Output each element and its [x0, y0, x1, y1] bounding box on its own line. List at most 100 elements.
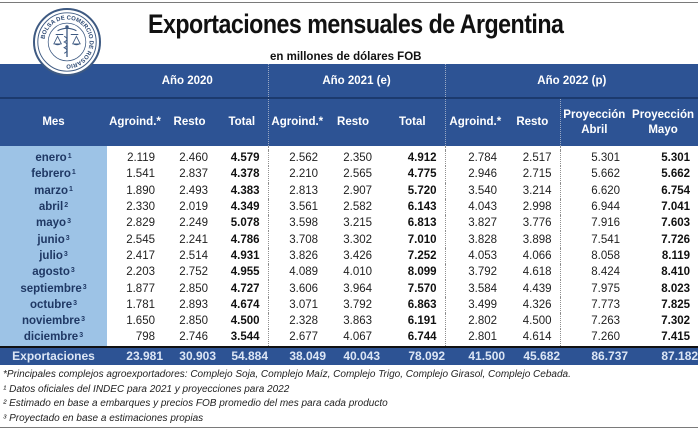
cell-2021-total: 6.863 — [407, 298, 437, 311]
month-footnote-mark: 3 — [82, 283, 87, 291]
table-body: enero1 2.119 2.460 4.579 2.562 2.350 4.912 2.78… — [0, 146, 698, 347]
cell-2020-total: 4.786 — [230, 233, 260, 246]
month-cell: septiembre3 — [0, 280, 107, 297]
cell-2022-resto: 4.439 — [522, 282, 552, 295]
cell-2021-agroind: 3.708 — [267, 231, 327, 248]
cell-2022-resto: 3.214 — [522, 184, 552, 197]
cell-2020-resto: 2.019 — [179, 201, 208, 214]
footnote-text: Datos oficiales del INDEC para 2021 y pr… — [6, 383, 290, 395]
cell-2022-proy-abril: 8.058 — [559, 247, 629, 265]
month-label: diciembre — [23, 331, 79, 344]
table-row: marzo1 1.890 2.493 4.383 2.813 2.907 5.720 3.54… — [0, 182, 698, 199]
cell-2020-total: 5.078 — [230, 217, 260, 230]
footnote-mark: * — [3, 369, 7, 380]
cell-2022-proy-abril: 6.620 — [559, 182, 629, 199]
cell-2022-proy-mayo: 7.726 — [661, 233, 691, 246]
cell-2021-total: 4.912 — [407, 152, 437, 165]
cell-2022-agroind: 3.540 — [444, 182, 506, 199]
total-2022-proy-abril: 86.737 — [560, 345, 629, 365]
cell-2021-total: 4.775 — [407, 168, 437, 181]
cell-2021-total: 6.143 — [407, 201, 437, 214]
cell-2020-agroind: 1.877 — [126, 282, 155, 295]
cell-2021-resto: 3.302 — [343, 233, 373, 246]
col-header-2021-agroind: Agroind.* — [267, 98, 327, 146]
footnote-text: Principales complejos agroexportadores: … — [6, 369, 571, 380]
total-2022-proy-mayo: 87.182 — [628, 345, 698, 365]
cell-2020-total: 4.931 — [230, 249, 260, 262]
cell-2022-resto: 4.614 — [522, 331, 552, 344]
month-label: junio — [37, 233, 65, 246]
totals-label: Exportaciones — [0, 345, 107, 365]
year-group-header-row: Año 2020 Año 2021 (e) Año 2022 (p) — [0, 64, 698, 99]
total-2021-agroind: 38.049 — [268, 345, 327, 365]
page-title: Exportaciones mensuales de Argentina — [148, 9, 564, 39]
cell-2022-proy-abril: 7.916 — [559, 215, 629, 232]
cell-2020-resto: 2.752 — [179, 266, 208, 279]
cell-2022-proy-mayo: 8.410 — [661, 266, 691, 279]
cell-2020-agroind: 1.781 — [126, 298, 155, 311]
cell-2022-resto: 3.898 — [522, 233, 552, 246]
spacer-row — [0, 146, 698, 150]
col-header-2020-total: Total — [216, 98, 269, 146]
cell-2022-resto: 3.776 — [522, 217, 552, 230]
cell-2020-agroind: 2.829 — [126, 217, 155, 230]
cell-2020-agroind: 1.890 — [126, 184, 155, 197]
col-header-proy-mayo-line1: Proyección — [632, 108, 695, 121]
col-header-2022-proy-abril: Proyección Abril — [559, 98, 629, 146]
cell-2021-resto: 3.792 — [343, 298, 373, 311]
year-2021-header: Año 2021 (e) — [267, 64, 446, 99]
cell-2020-agroind: 2.545 — [126, 233, 155, 246]
cell-2022-agroind: 3.499 — [444, 296, 506, 313]
footnote-1: ¹ Datos oficiales del INDEC para 2021 y … — [3, 383, 571, 398]
month-label: julio — [39, 249, 63, 262]
cell-2021-agroind: 2.813 — [267, 182, 327, 199]
page-subtitle: en millones de dólares FOB — [270, 51, 422, 63]
cell-2022-proy-mayo: 5.662 — [661, 168, 691, 181]
month-footnote-mark: 3 — [65, 234, 70, 242]
total-2021-total: 78.092 — [380, 345, 446, 365]
footnote-2: ² Estimado en base a embarques y precios… — [3, 397, 571, 412]
cell-2020-resto: 2.249 — [179, 217, 208, 230]
cell-2022-resto: 4.500 — [522, 315, 552, 328]
col-header-2020-resto: Resto — [163, 98, 216, 146]
total-2021-resto: 40.043 — [326, 345, 381, 365]
total-2022-agroind: 41.500 — [445, 345, 506, 365]
cell-2022-proy-abril: 7.260 — [559, 329, 629, 347]
cell-2022-agroind: 3.827 — [444, 215, 506, 232]
month-cell: mayo3 — [0, 215, 107, 232]
cell-2020-agroind: 1.650 — [126, 315, 155, 328]
col-header-2022-agroind: Agroind.* — [444, 98, 506, 146]
cell-2020-resto: 2.493 — [179, 184, 208, 197]
cell-2022-proy-mayo: 7.302 — [661, 315, 691, 328]
cell-2021-agroind: 3.598 — [267, 215, 327, 232]
month-label: octubre — [29, 298, 73, 311]
cell-2021-agroind: 3.826 — [267, 247, 327, 265]
table-row: septiembre3 1.877 2.850 4.727 3.606 3.964 7.57… — [0, 280, 698, 297]
cell-2022-agroind: 2.801 — [444, 329, 506, 347]
cell-2022-agroind: 4.043 — [444, 198, 506, 216]
total-2022-resto: 45.682 — [505, 345, 561, 365]
cell-2022-resto: 2.998 — [522, 201, 552, 214]
bolsa-comercio-rosario-logo: BOLSA DE COMERCIO DE ROSARIO — [33, 8, 101, 76]
cell-2022-agroind: 3.584 — [444, 280, 506, 297]
month-footnote-mark: 1 — [67, 153, 72, 161]
month-label: septiembre — [20, 282, 82, 295]
cell-2020-resto: 2.850 — [179, 315, 208, 328]
cell-2021-resto: 2.565 — [343, 168, 373, 181]
col-header-proy-abril-line1: Proyección — [563, 108, 626, 121]
caduceus-scales-icon: BOLSA DE COMERCIO DE ROSARIO — [37, 12, 97, 72]
cell-2020-resto: 2.893 — [179, 298, 208, 311]
spacer-cell — [0, 146, 107, 150]
month-footnote-mark: 3 — [70, 267, 75, 275]
spacer-cell — [444, 146, 561, 150]
cell-2022-agroind: 3.828 — [444, 231, 506, 248]
cell-2020-agroind: 798 — [135, 331, 155, 344]
table-row: agosto3 2.203 2.752 4.955 4.089 4.010 8.099 3.7… — [0, 264, 698, 281]
month-label: agosto — [32, 266, 70, 279]
cell-2021-resto: 2.350 — [343, 152, 373, 165]
month-cell: abril2 — [0, 198, 107, 216]
cell-2020-resto: 2.837 — [179, 168, 208, 181]
cell-2022-proy-mayo: 5.301 — [661, 152, 691, 165]
month-cell: diciembre3 — [0, 329, 107, 347]
month-footnote-mark: 1 — [71, 169, 76, 177]
